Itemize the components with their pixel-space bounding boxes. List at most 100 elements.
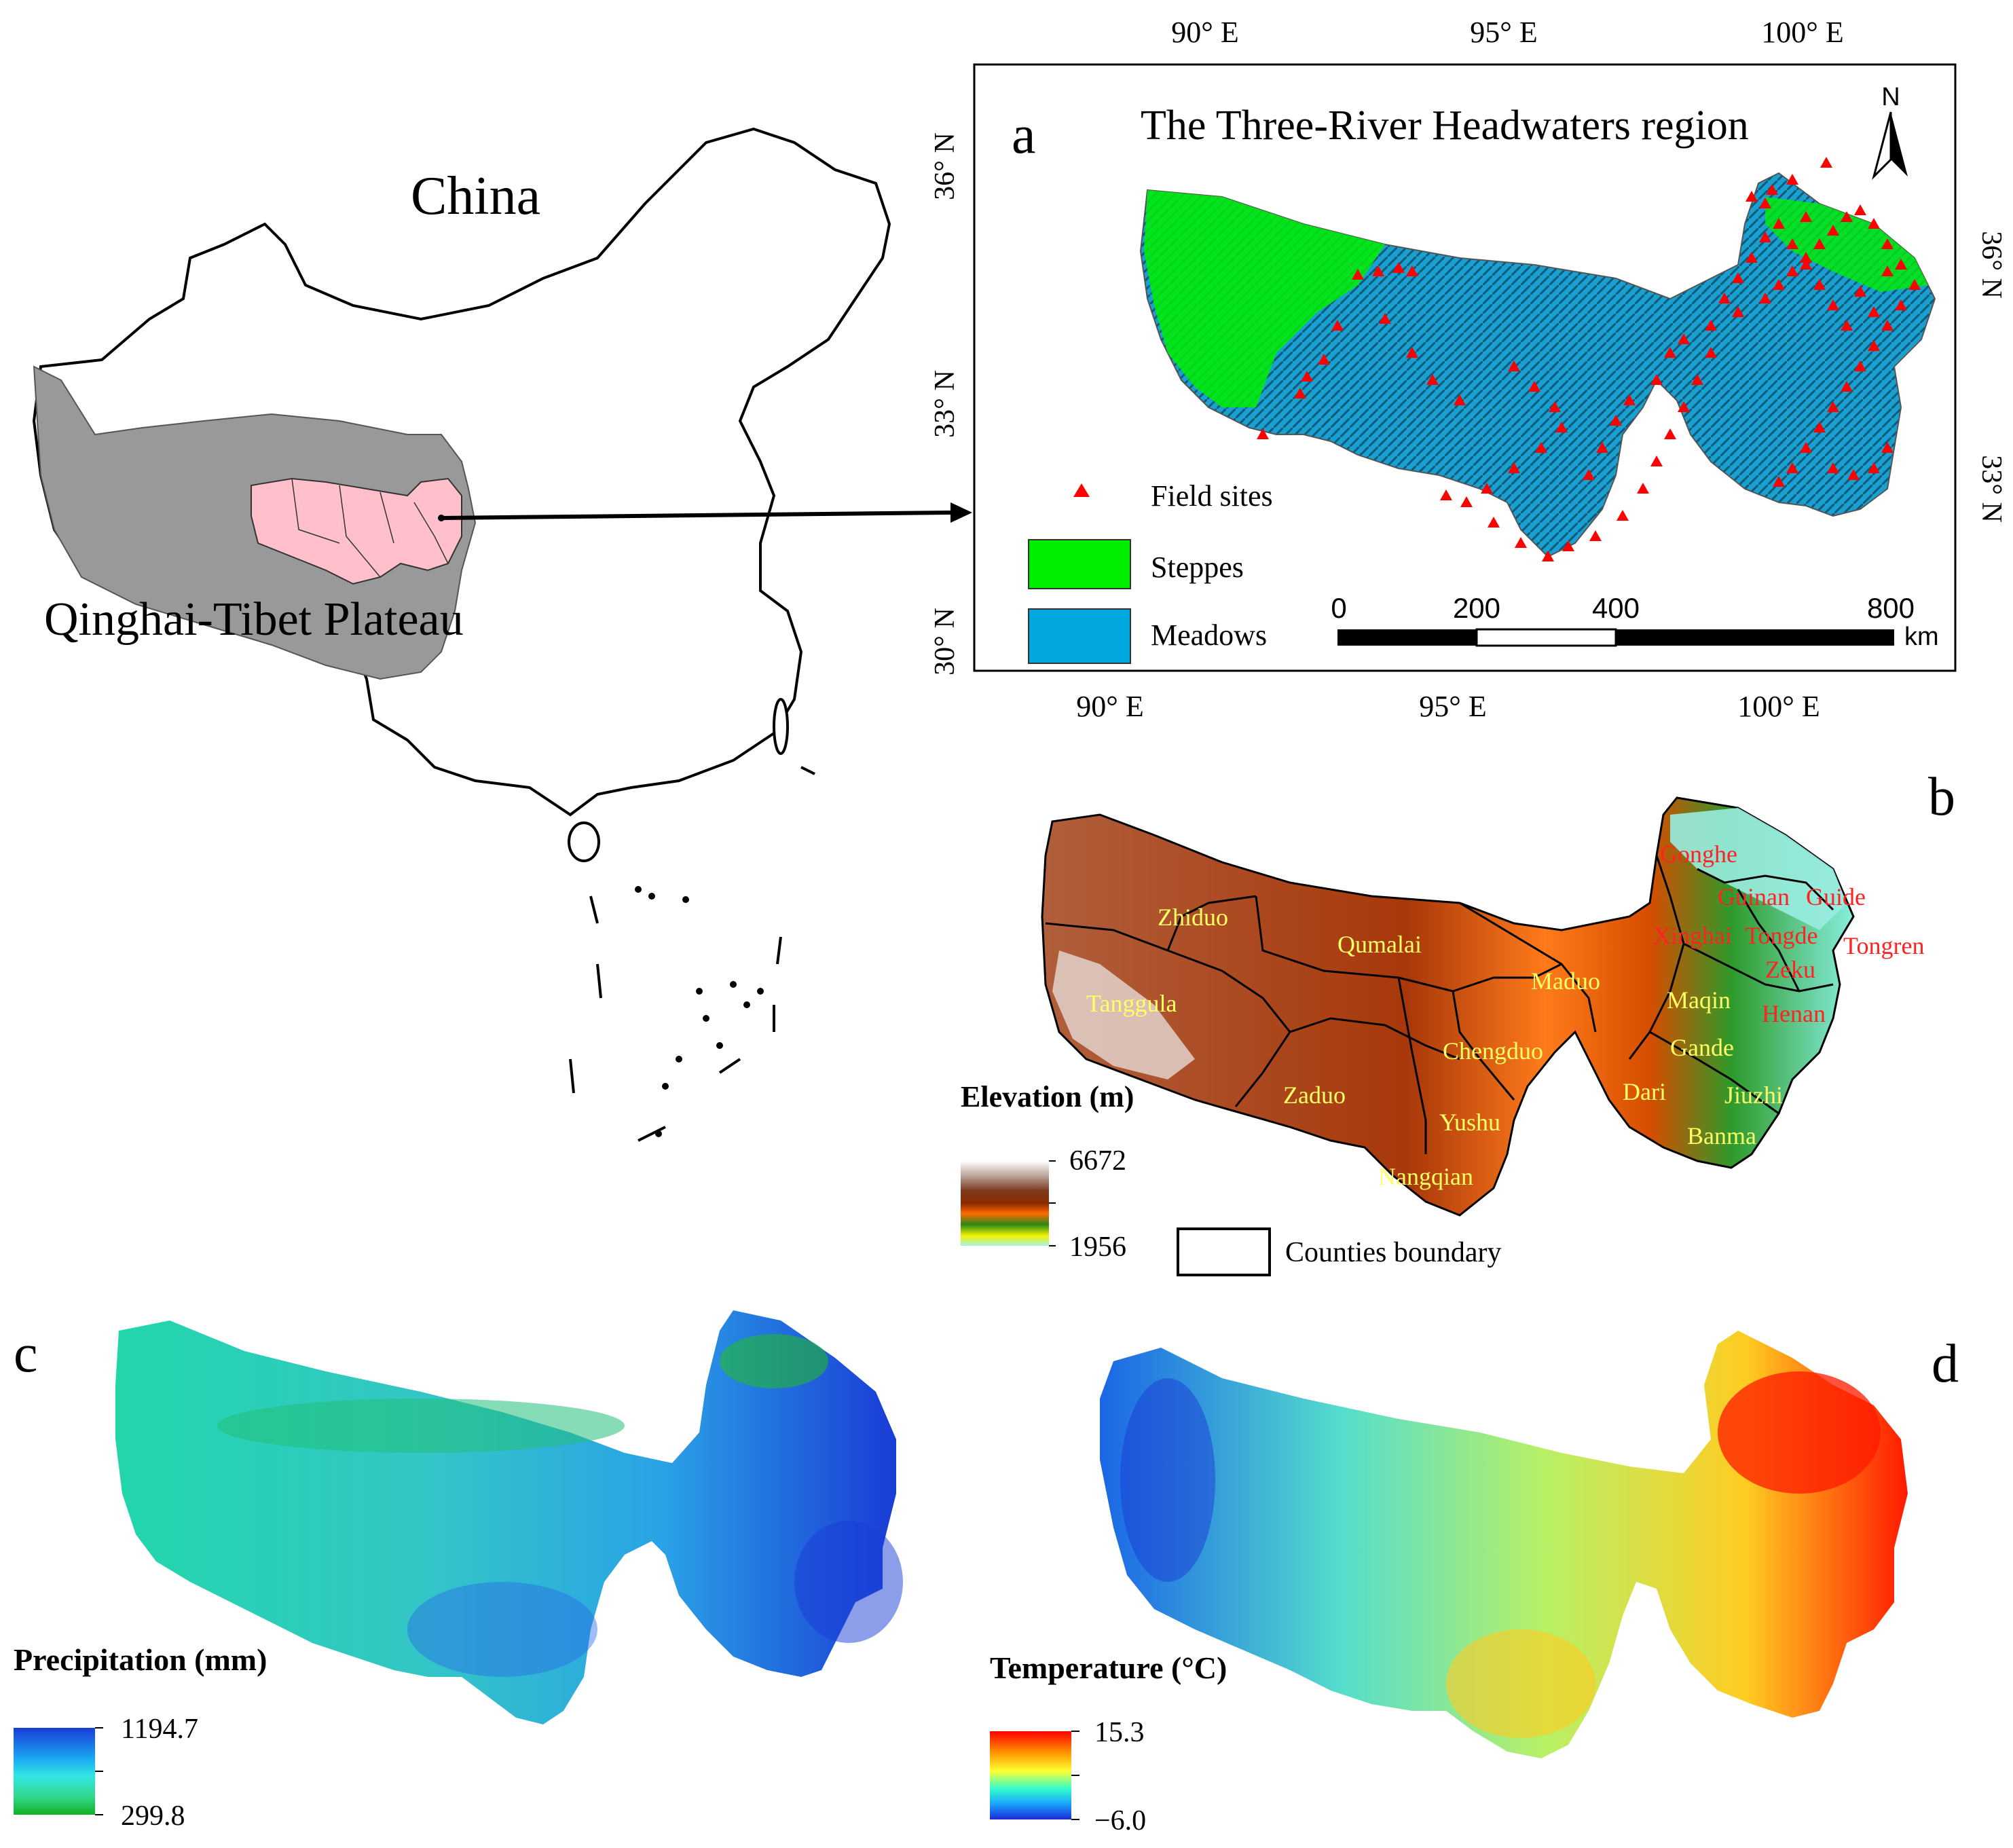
field-site-marker	[1854, 204, 1866, 215]
field-site-marker	[1623, 394, 1636, 405]
precip-legend-title: Precipitation (mm)	[14, 1642, 267, 1677]
field-site-marker	[1515, 537, 1527, 548]
county-maqin: Maqin	[1667, 986, 1731, 1014]
sea-boundary-dashes	[569, 766, 815, 1142]
county-qumalai: Qumalai	[1337, 931, 1422, 958]
bottom-tick-90: 90° E	[1076, 690, 1143, 723]
county-xinghai: Xinghai	[1653, 922, 1732, 949]
county-zeku: Zeku	[1765, 956, 1815, 983]
field-site-marker	[1705, 347, 1717, 358]
precip-colorbar	[14, 1728, 95, 1815]
field-site-marker	[1549, 401, 1561, 412]
field-site-marker	[1610, 415, 1622, 426]
scale-unit: km	[1904, 623, 1939, 651]
field-site-marker	[1881, 238, 1894, 249]
field-site-marker	[1813, 279, 1826, 290]
field-site-marker	[1868, 218, 1880, 229]
field-site-marker	[1508, 361, 1520, 371]
elevation-max: 6672	[1069, 1145, 1126, 1177]
field-site-marker	[1589, 530, 1602, 541]
field-sites	[1257, 157, 1921, 561]
field-site-marker	[1766, 184, 1778, 195]
elevation-legend-title: Elevation (m)	[961, 1080, 1134, 1113]
china-label: China	[411, 166, 540, 226]
field-site-marker	[1331, 320, 1344, 331]
field-site-marker	[1678, 333, 1690, 344]
temp-max: 15.3	[1094, 1717, 1145, 1748]
left-tick-36: 36° N	[929, 132, 961, 200]
field-site-marker	[1664, 428, 1676, 439]
field-site-marker	[1773, 279, 1785, 290]
county-boundaries	[1045, 855, 1834, 1154]
plateau-label: Qinghai-Tibet Plateau	[44, 593, 464, 646]
field-site-marker	[1820, 157, 1832, 168]
legend-steppes-swatch	[1028, 539, 1131, 589]
field-site-marker	[1800, 211, 1812, 222]
field-site-marker	[1800, 259, 1812, 270]
field-site-marker	[1481, 483, 1493, 494]
field-site-marker	[1908, 279, 1921, 290]
field-site-marker	[1732, 272, 1744, 283]
panel-b-low-ne	[1670, 808, 1847, 930]
county-nangqian: Nangqian	[1378, 1163, 1473, 1190]
panel-a-title: The Three-River Headwaters region	[1141, 103, 1749, 149]
field-site-marker	[1555, 422, 1568, 432]
field-site-marker	[1786, 238, 1798, 249]
left-tick-33: 33° N	[929, 370, 961, 438]
panel-c: c Precipitation (mm) 1194.7 299.8	[14, 1310, 903, 1832]
field-site-marker	[1406, 265, 1418, 276]
field-site-marker	[1827, 225, 1839, 236]
county-maduo: Maduo	[1531, 967, 1600, 995]
right-tick-33: 33° N	[1976, 455, 2007, 523]
field-site-marker	[1691, 374, 1703, 385]
scale-800: 800	[1867, 592, 1915, 624]
field-site-marker	[1528, 381, 1540, 392]
county-zaduo: Zaduo	[1283, 1082, 1346, 1109]
county-banma: Banma	[1687, 1122, 1756, 1149]
field-site-marker	[1746, 191, 1758, 202]
field-site-marker	[1773, 476, 1785, 487]
field-site-marker	[1488, 517, 1500, 528]
panel-a-letter: a	[1012, 105, 1036, 165]
north-arrow: N	[1872, 83, 1908, 180]
county-labels-yellow: Zhiduo Qumalai Tanggula Maduo Maqin Chen…	[1086, 904, 1783, 1190]
county-gonghe: Gonghe	[1660, 840, 1737, 868]
field-site-marker	[1881, 265, 1894, 276]
panel-c-blue-east	[794, 1521, 903, 1643]
bottom-tick-100: 100° E	[1737, 690, 1820, 723]
legend-steppes-label: Steppes	[1151, 551, 1244, 584]
locator-arrow	[441, 511, 951, 520]
field-site-marker	[1800, 252, 1812, 263]
field-site-marker	[1718, 293, 1731, 303]
temp-colorbar	[990, 1731, 1071, 1819]
field-site-marker	[1841, 211, 1853, 222]
county-guinan: Guinan	[1718, 883, 1790, 910]
elevation-min: 1956	[1069, 1232, 1126, 1263]
county-jiuzhi: Jiuzhi	[1724, 1082, 1783, 1109]
field-site-marker	[1352, 269, 1364, 280]
field-site-marker	[1759, 293, 1771, 303]
field-site-marker	[1460, 496, 1473, 507]
field-site-marker	[1881, 320, 1894, 331]
field-site-marker	[1786, 265, 1798, 276]
scale-200: 200	[1453, 592, 1500, 624]
legend-field-sites-symbol	[1073, 483, 1090, 497]
scale-0: 0	[1331, 592, 1346, 624]
field-site-marker	[1895, 259, 1907, 270]
field-site-marker	[1535, 442, 1547, 453]
north-letter: N	[1881, 83, 1900, 111]
precip-min: 299.8	[121, 1800, 185, 1832]
right-tick-36: 36° N	[1976, 231, 2007, 299]
panel-d-warm-south	[1446, 1629, 1595, 1738]
locator-arrowhead	[950, 502, 972, 523]
field-site-marker	[1406, 347, 1418, 358]
field-site-marker	[1881, 442, 1894, 453]
county-dari: Dari	[1623, 1078, 1666, 1105]
field-site-marker	[1637, 483, 1649, 494]
panel-c-green-band	[217, 1399, 625, 1453]
field-site-marker	[1847, 469, 1860, 480]
field-site-marker	[1732, 306, 1744, 317]
county-henan: Henan	[1762, 1000, 1826, 1027]
locator-dot	[438, 515, 445, 521]
